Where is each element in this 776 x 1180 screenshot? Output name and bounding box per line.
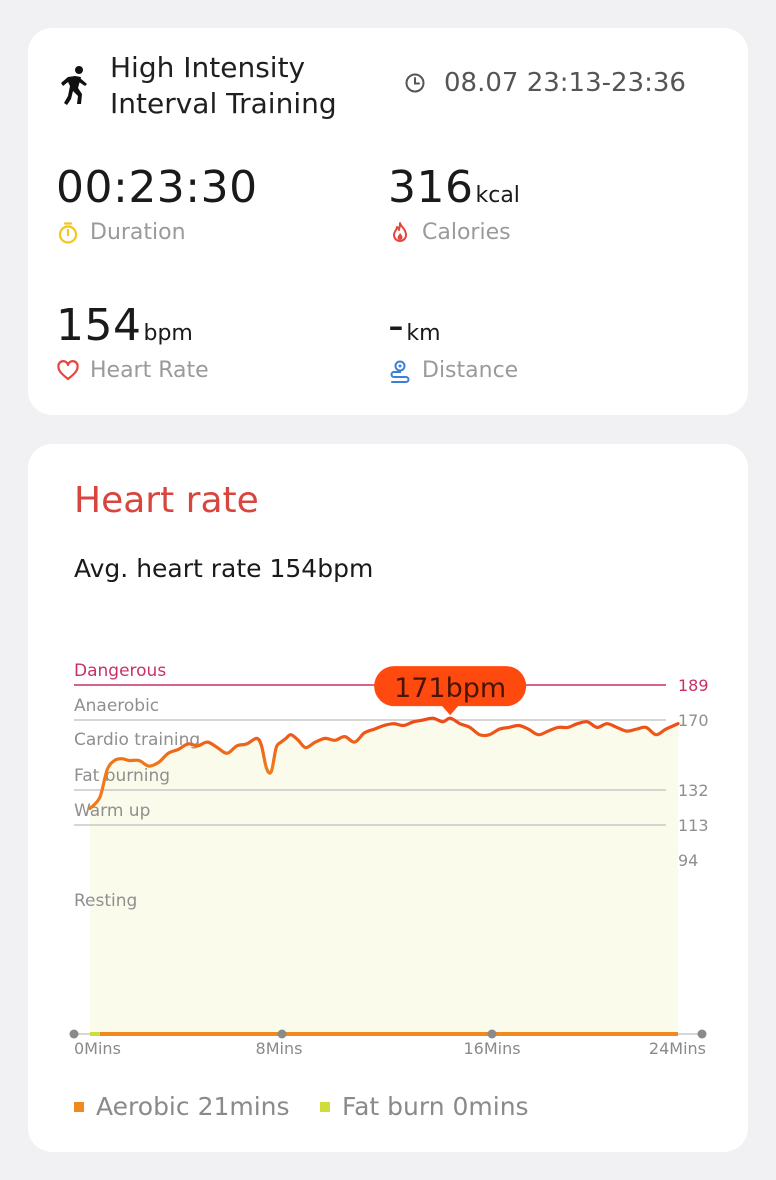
x-tick-dot — [277, 1029, 287, 1039]
flame-icon — [393, 221, 407, 242]
distance-metric: - km Distance — [388, 300, 518, 383]
x-tick-label: 8Mins — [256, 1039, 303, 1058]
calories-label: Calories — [422, 220, 511, 245]
heart-rate-chart: Dangerous Anaerobic Cardio training Fat bur… — [69, 661, 709, 1058]
zone-label-cardio-training: Cardio training — [74, 730, 200, 750]
legend-aerobic-label: Aerobic 21mins — [96, 1092, 290, 1121]
legend-fat-burn-swatch — [320, 1101, 330, 1112]
time-range-text: 08.07 23:13-23:36 — [444, 68, 686, 98]
y-tick-label: 94 — [678, 851, 698, 870]
duration-value: 00:23:30 — [56, 162, 258, 213]
legend-fat-burn: Fat burn 0mins — [320, 1092, 529, 1121]
zone-label-dangerous: Dangerous — [74, 661, 166, 681]
peak-tooltip-text: 171bpm — [394, 673, 506, 704]
clock-icon — [405, 73, 425, 93]
activity-title: High Intensity Interval Training — [110, 51, 337, 120]
zone-label-fat-burning: Fat burning — [74, 766, 170, 786]
heart-rate-unit: bpm — [143, 321, 193, 346]
zone-label-warm-up: Warm up — [74, 801, 150, 821]
avg-heart-rate: Avg. heart rate 154bpm — [74, 554, 374, 583]
y-tick-label: 170 — [678, 711, 709, 730]
y-tick-label: 189 — [678, 676, 709, 695]
y-tick-label: 132 — [678, 781, 709, 800]
stopwatch-icon — [58, 221, 78, 244]
heart-rate-label: Heart Rate — [90, 358, 209, 383]
legend-aerobic: Aerobic 21mins — [74, 1092, 290, 1121]
distance-value: - — [388, 300, 405, 351]
duration-metric: 00:23:30 Duration — [56, 162, 258, 245]
duration-label: Duration — [90, 220, 186, 245]
calories-metric: 316 kcal Calories — [388, 162, 520, 245]
distance-unit: km — [406, 321, 441, 346]
heart-icon — [57, 359, 79, 380]
heart-rate-line — [88, 716, 680, 810]
route-pin-icon — [390, 360, 410, 383]
calories-unit: kcal — [475, 183, 520, 208]
x-tick-label: 16Mins — [463, 1039, 520, 1058]
heart-rate-metric: 154 bpm Heart Rate — [56, 300, 209, 383]
workout-summary-card: High Intensity Interval Training 08.07 2… — [28, 28, 748, 415]
heart-rate-card: Heart rate Avg. heart rate 154bpm Danger… — [28, 444, 748, 1152]
x-tick-dot — [69, 1029, 79, 1039]
time-range: 08.07 23:13-23:36 — [404, 68, 686, 98]
x-tick-label: 0Mins — [74, 1039, 121, 1058]
zone-label-resting: Resting — [74, 891, 137, 911]
x-tick-label: 24Mins — [649, 1039, 706, 1058]
y-tick-label: 113 — [678, 816, 709, 835]
distance-label: Distance — [422, 358, 519, 383]
heart-rate-title: Heart rate — [74, 480, 259, 521]
heart-rate-area-fill — [90, 718, 678, 1034]
x-tick-dot — [697, 1029, 707, 1039]
zone-label-anaerobic: Anaerobic — [74, 696, 159, 716]
legend-fat-burn-label: Fat burn 0mins — [342, 1092, 529, 1121]
heart-rate-value: 154 — [56, 300, 142, 351]
peak-tooltip-bubble — [374, 666, 527, 716]
x-tick-dot — [487, 1029, 497, 1039]
running-person-icon — [61, 66, 87, 105]
calories-value: 316 — [388, 162, 474, 213]
legend-aerobic-swatch — [74, 1101, 84, 1112]
